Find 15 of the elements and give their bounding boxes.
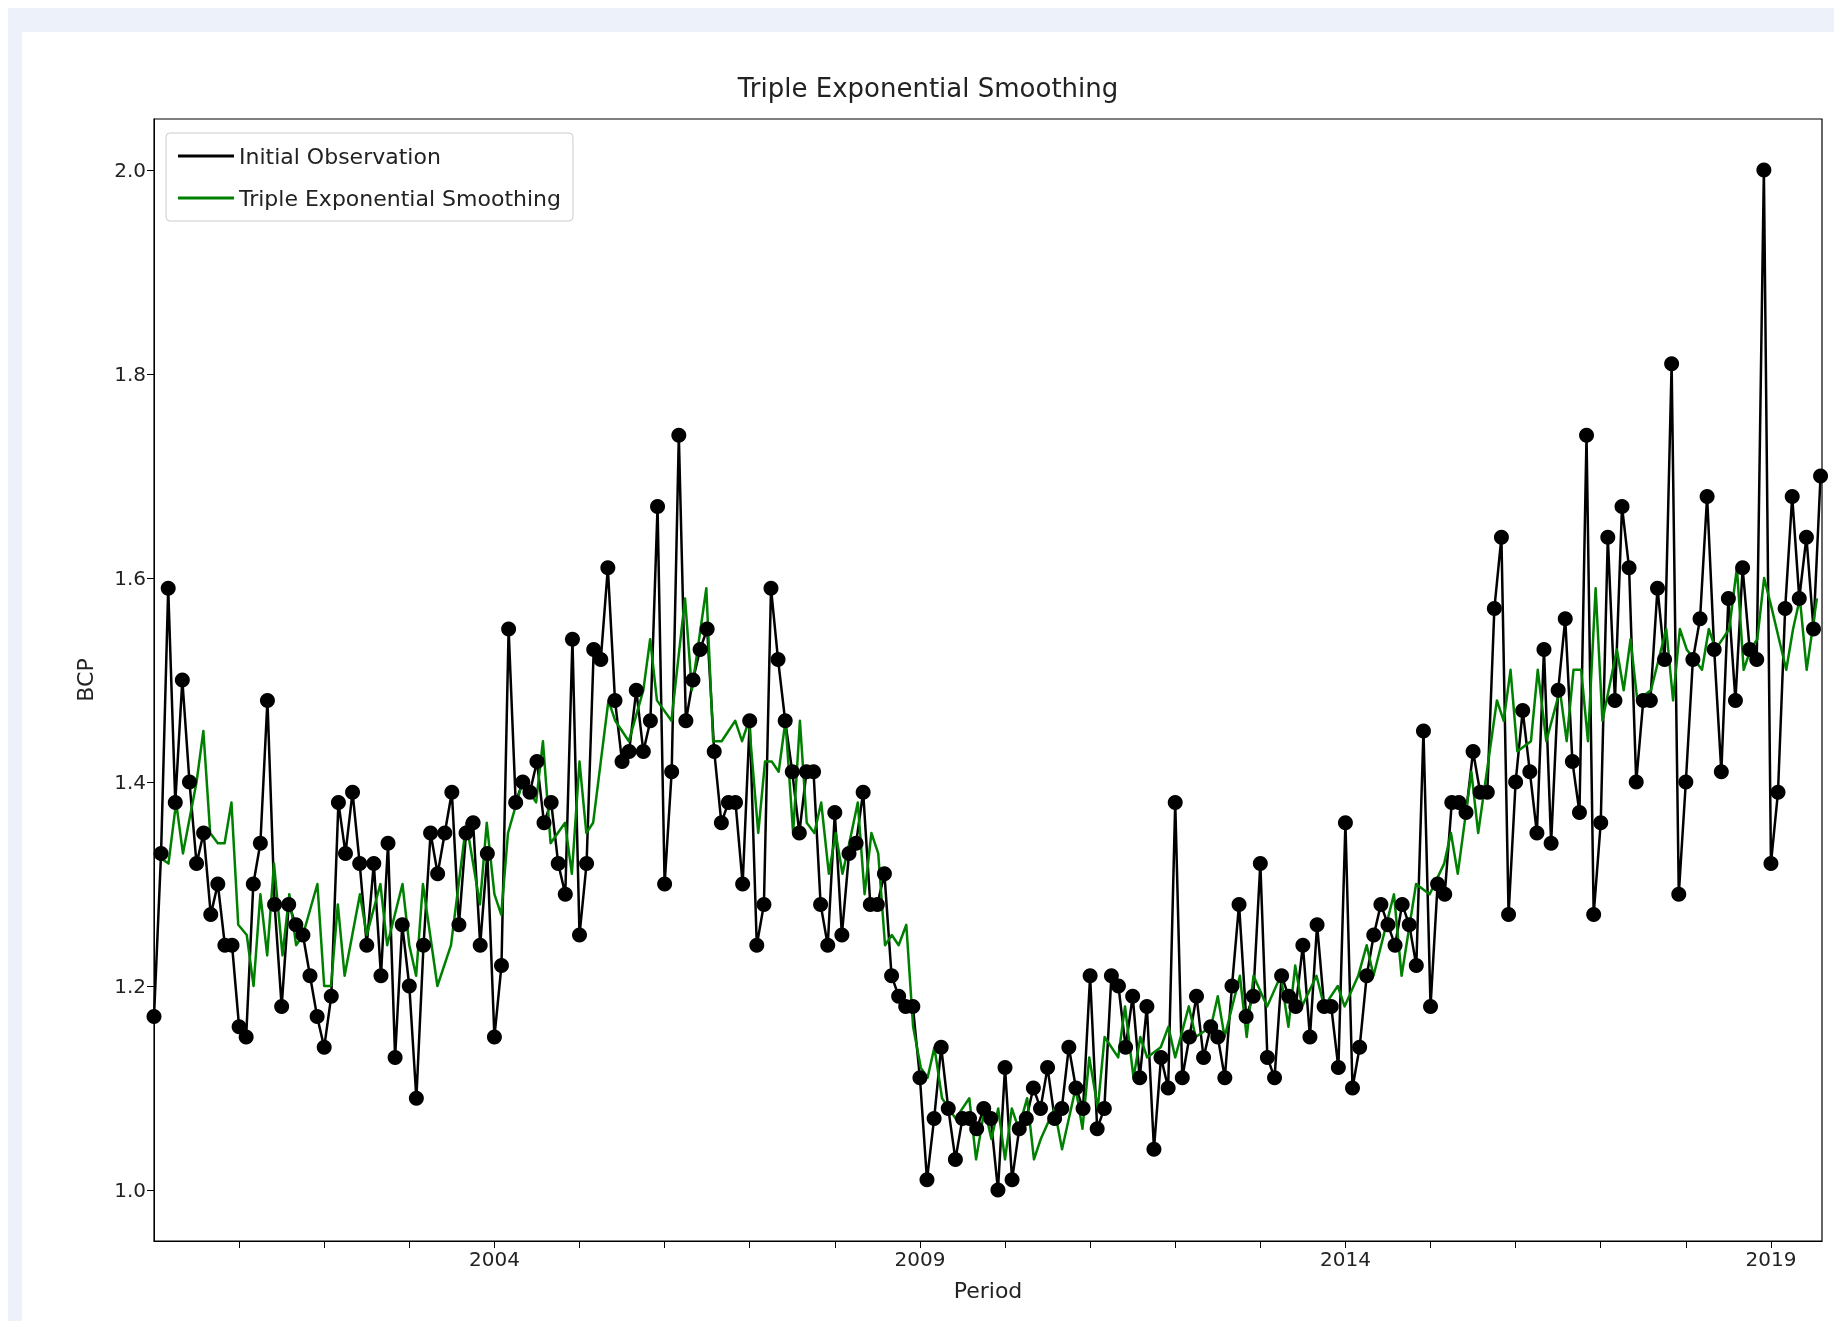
y-tick-label: 1.6 — [114, 566, 146, 590]
x-tick-label: 2019 — [1745, 1247, 1797, 1271]
y-tick-label: 1.4 — [114, 770, 146, 794]
x-tick-label: 2004 — [468, 1247, 520, 1271]
x-axis-title: Period — [953, 1277, 1023, 1303]
x-tick-label: 2009 — [894, 1247, 946, 1271]
y-tick-label: 2.0 — [114, 158, 146, 182]
y-tick-label: 1.8 — [114, 362, 146, 386]
y-tick-label: 1.2 — [114, 974, 146, 998]
chart-title: Triple Exponential Smoothing — [736, 73, 1119, 103]
x-tick-label: 2014 — [1319, 1247, 1371, 1271]
y-axis-title: BCP — [72, 658, 98, 702]
legend-label: Initial Observation — [239, 143, 441, 169]
legend-label: Triple Exponential Smoothing — [238, 185, 561, 211]
y-tick-label: 1.0 — [114, 1178, 146, 1202]
